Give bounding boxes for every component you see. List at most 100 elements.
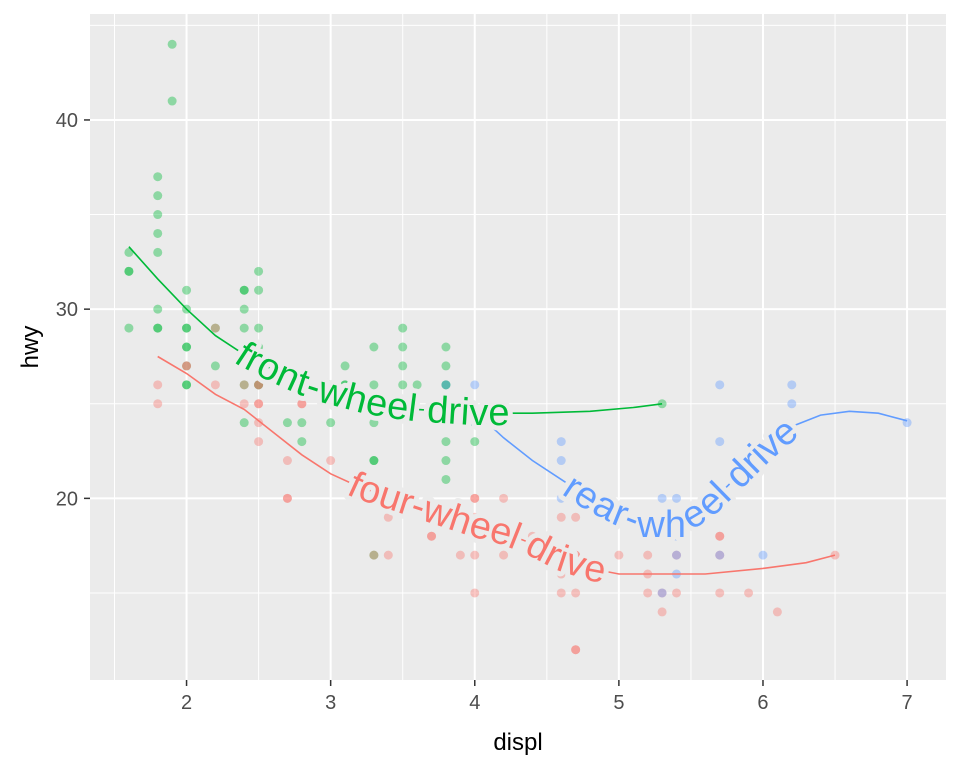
- data-point: [254, 380, 264, 390]
- data-point: [369, 380, 379, 390]
- data-point: [715, 437, 725, 447]
- smooth-curve: [128, 246, 663, 414]
- data-point: [571, 588, 581, 598]
- data-point: [470, 588, 480, 598]
- data-point: [167, 39, 177, 49]
- data-point: [182, 323, 192, 333]
- data-point: [715, 588, 725, 598]
- data-point: [427, 531, 437, 541]
- data-point: [254, 437, 264, 447]
- x-tick-label: 4: [469, 692, 480, 714]
- data-point: [715, 380, 725, 390]
- data-point: [182, 361, 192, 371]
- data-point: [254, 380, 264, 390]
- x-tick-label: 7: [902, 692, 913, 714]
- data-point: [239, 361, 249, 371]
- data-point: [210, 323, 220, 333]
- data-point: [398, 361, 408, 371]
- data-point: [556, 437, 566, 447]
- data-point: [239, 380, 249, 390]
- data-point: [672, 588, 682, 598]
- data-point: [153, 323, 163, 333]
- data-point: [441, 456, 451, 466]
- data-point: [153, 172, 163, 182]
- data-point: [643, 588, 653, 598]
- data-point: [254, 380, 264, 390]
- data-point: [254, 399, 264, 409]
- x-tick-label: 2: [181, 692, 192, 714]
- data-point: [182, 342, 192, 352]
- data-point: [153, 210, 163, 220]
- data-point: [441, 380, 451, 390]
- data-point: [182, 285, 192, 295]
- data-point: [239, 323, 249, 333]
- grid-lines: [90, 14, 946, 680]
- data-point: [787, 380, 797, 390]
- data-point: [657, 512, 667, 522]
- data-point: [369, 456, 379, 466]
- data-point: [556, 512, 566, 522]
- data-point: [369, 342, 379, 352]
- data-point: [282, 493, 292, 503]
- data-point: [643, 550, 653, 560]
- smooth-curve: [157, 355, 836, 575]
- data-point: [254, 399, 264, 409]
- data-point: [182, 361, 192, 371]
- data-point: [210, 380, 220, 390]
- data-points: [124, 39, 912, 655]
- data-point: [556, 569, 566, 579]
- data-point: [455, 550, 465, 560]
- data-point: [614, 550, 624, 560]
- data-point: [657, 588, 667, 598]
- data-point: [239, 399, 249, 409]
- data-point: [182, 342, 192, 352]
- data-point: [758, 550, 768, 560]
- data-point: [326, 380, 336, 390]
- data-point: [153, 247, 163, 257]
- data-point: [340, 380, 350, 390]
- data-point: [182, 380, 192, 390]
- data-point: [239, 418, 249, 428]
- data-point: [441, 361, 451, 371]
- data-point: [282, 493, 292, 503]
- x-tick-label: 3: [325, 692, 336, 714]
- data-point: [153, 380, 163, 390]
- data-point: [369, 550, 379, 560]
- data-point: [254, 342, 264, 352]
- data-point: [470, 512, 480, 522]
- axes: 2 3 4 5 6 7 20 30 40: [56, 110, 913, 714]
- data-point: [470, 418, 480, 428]
- data-point: [369, 550, 379, 560]
- data-point: [787, 399, 797, 409]
- data-point: [571, 645, 581, 655]
- data-point: [153, 304, 163, 314]
- data-point: [657, 493, 667, 503]
- data-point: [470, 380, 480, 390]
- data-point: [369, 418, 379, 428]
- data-point: [254, 323, 264, 333]
- data-point: [657, 588, 667, 598]
- data-point: [441, 380, 451, 390]
- y-axis-title: hwy: [17, 326, 44, 369]
- data-point: [556, 493, 566, 503]
- y-tick-label: 20: [56, 488, 78, 510]
- data-point: [499, 493, 509, 503]
- data-point: [239, 285, 249, 295]
- y-tick-label: 30: [56, 299, 78, 321]
- data-point: [715, 531, 725, 541]
- data-point: [124, 266, 134, 276]
- data-point: [153, 399, 163, 409]
- data-point: [571, 512, 581, 522]
- data-point: [830, 550, 840, 560]
- data-point: [441, 418, 451, 428]
- data-point: [672, 512, 682, 522]
- data-point: [282, 418, 292, 428]
- data-point: [672, 531, 682, 541]
- data-point: [239, 380, 249, 390]
- data-point: [254, 418, 264, 428]
- data-point: [672, 550, 682, 560]
- data-point: [383, 550, 393, 560]
- data-point: [297, 399, 307, 409]
- data-point: [715, 550, 725, 560]
